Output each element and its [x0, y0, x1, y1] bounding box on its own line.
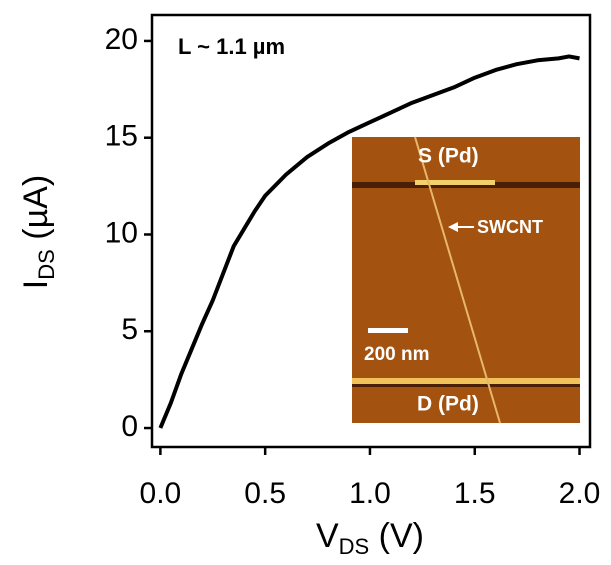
y-axis-label: IDS (µA)	[17, 175, 59, 289]
inset-label: SWCNT	[477, 217, 543, 237]
y-tick-label: 10	[105, 216, 138, 249]
y-tick-label: 20	[105, 23, 138, 56]
inset-label: S (Pd)	[418, 145, 479, 168]
scale-bar	[368, 328, 408, 333]
x-tick-label: 2.0	[559, 477, 601, 510]
electrode-edge	[352, 378, 580, 384]
y-tick-label: 15	[105, 120, 138, 153]
label-part: DS	[339, 534, 370, 559]
chart: L ~ 1.1 µm VDS (V) IDS (µA) 051015200.00…	[0, 0, 611, 565]
inset-label: 200 nm	[364, 344, 429, 365]
x-tick-label: 0.0	[140, 477, 182, 510]
x-tick-label: 0.5	[244, 477, 286, 510]
label-part: (µA)	[17, 175, 55, 249]
inset-label: D (Pd)	[417, 393, 479, 416]
label-part: (V)	[369, 517, 424, 555]
y-tick-label: 5	[121, 313, 138, 346]
annotation: L ~ 1.1 µm	[178, 34, 285, 59]
label-part: V	[316, 517, 339, 555]
y-tick-label: 0	[121, 410, 138, 443]
x-tick-label: 1.5	[454, 477, 496, 510]
electrode-edge	[352, 384, 580, 387]
inset: S (Pd) SWCNT 200 nm D (Pd)	[352, 137, 580, 423]
x-axis-label: VDS (V)	[316, 517, 424, 559]
label-part: DS	[34, 249, 59, 280]
label-part: I	[17, 280, 55, 289]
x-tick-label: 1.0	[349, 477, 391, 510]
